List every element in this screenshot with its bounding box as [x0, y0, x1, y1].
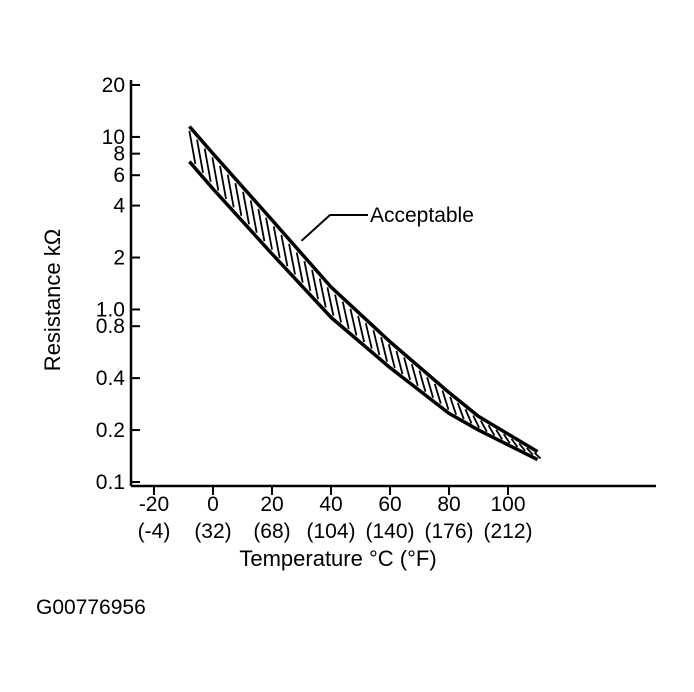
band-hatch-line [318, 278, 327, 308]
band-hatch-line [456, 402, 465, 420]
annotation-leader-line [300, 214, 368, 242]
band-hatch-line [518, 442, 526, 452]
band-hatch-line [364, 322, 373, 349]
band-hatch-line [395, 350, 404, 375]
band-hatch-line [295, 252, 304, 283]
band-hatch-line [280, 234, 289, 267]
x-tick-label: 80 [437, 493, 460, 516]
band-hatch-line [418, 370, 427, 393]
x-tick-label: 20 [260, 493, 283, 516]
band-hatch-line [257, 208, 266, 242]
band-hatch-line [326, 287, 335, 316]
band-hatch-line [303, 261, 312, 292]
x-tick-sublabel: (68) [253, 520, 290, 543]
band-hatch-line [533, 451, 542, 460]
band-hatch-line [441, 390, 450, 410]
band-hatch-line [249, 200, 258, 233]
band-hatch-line [203, 148, 212, 182]
y-tick-label: 20 [102, 74, 125, 97]
x-axis-ticks: -20 (-4) 0 (32) 20 (68) 40 (104) 60 (140) 80 (176) 1… [138, 486, 533, 543]
band-hatch-line [487, 424, 496, 436]
y-tick-label: 6 [113, 164, 125, 187]
band-hatch-line [265, 217, 273, 250]
y-tick-label: 0.1 [96, 471, 125, 494]
band-hatch-line [410, 363, 419, 387]
band-hatch-line [234, 183, 243, 216]
x-tick-sublabel: (104) [306, 520, 355, 543]
x-tick-label: 100 [490, 493, 525, 516]
band-hatch-line [464, 408, 473, 424]
band-hatch-line [372, 329, 381, 356]
band-hatch-line [334, 294, 342, 323]
band-hatch-line [426, 377, 434, 398]
x-tick-sublabel: (212) [483, 520, 532, 543]
acceptable-annotation: Acceptable [300, 204, 474, 242]
y-tick-label: 0.4 [96, 367, 126, 390]
y-tick-label: 4 [113, 195, 125, 218]
band-hatch-line [341, 301, 350, 330]
band-hatch-line [503, 433, 511, 444]
band-hatch-line [242, 191, 250, 225]
band-upper-limit-line [188, 125, 539, 454]
y-tick-label: 0.2 [96, 419, 125, 442]
acceptable-band [188, 125, 542, 462]
band-hatch-line [526, 447, 534, 456]
band-hatch-line [495, 429, 503, 440]
x-tick-sublabel: (176) [424, 520, 473, 543]
band-hatch-line [387, 344, 396, 369]
x-tick-label: -20 [139, 493, 169, 516]
band-hatch-line [480, 420, 488, 433]
band-hatch-line [288, 243, 296, 275]
band-hatch-line [219, 165, 227, 200]
x-tick-sublabel: (-4) [138, 520, 171, 543]
figure-id: G00776956 [36, 596, 146, 619]
band-hatch-line [472, 415, 480, 429]
y-tick-label: 2 [113, 247, 125, 270]
y-tick-label: 8 [113, 143, 125, 166]
x-tick-sublabel: (140) [365, 520, 414, 543]
band-hatch-line [188, 130, 197, 165]
band-hatch-line [311, 269, 319, 300]
band-hatch-line [349, 308, 358, 336]
y-axis-title: Resistance kΩ [40, 229, 65, 371]
x-axis-title: Temperature °C (°F) [239, 546, 436, 571]
x-tick-label: 60 [378, 493, 401, 516]
band-hatch-line [403, 357, 411, 381]
band-hatch-line [449, 396, 457, 415]
x-tick-label: 0 [207, 493, 219, 516]
y-tick-label: 0.8 [96, 315, 125, 338]
band-hatch-line [433, 383, 442, 404]
band-hatch-line [226, 174, 235, 208]
x-tick-sublabel: (32) [194, 520, 231, 543]
band-hatch-line [380, 337, 388, 362]
y-tick-label: 1.0 [96, 298, 125, 321]
band-hatch-line [510, 438, 519, 448]
annotation-label: Acceptable [370, 204, 474, 227]
band-hatch-line [211, 157, 220, 191]
band-hatch-line [357, 315, 365, 343]
band-hatch-line [272, 226, 281, 259]
x-tick-label: 40 [319, 493, 342, 516]
y-tick-label: 10 [102, 126, 125, 149]
band-hatch-line [196, 139, 204, 174]
band-lower-limit-line [188, 160, 539, 462]
